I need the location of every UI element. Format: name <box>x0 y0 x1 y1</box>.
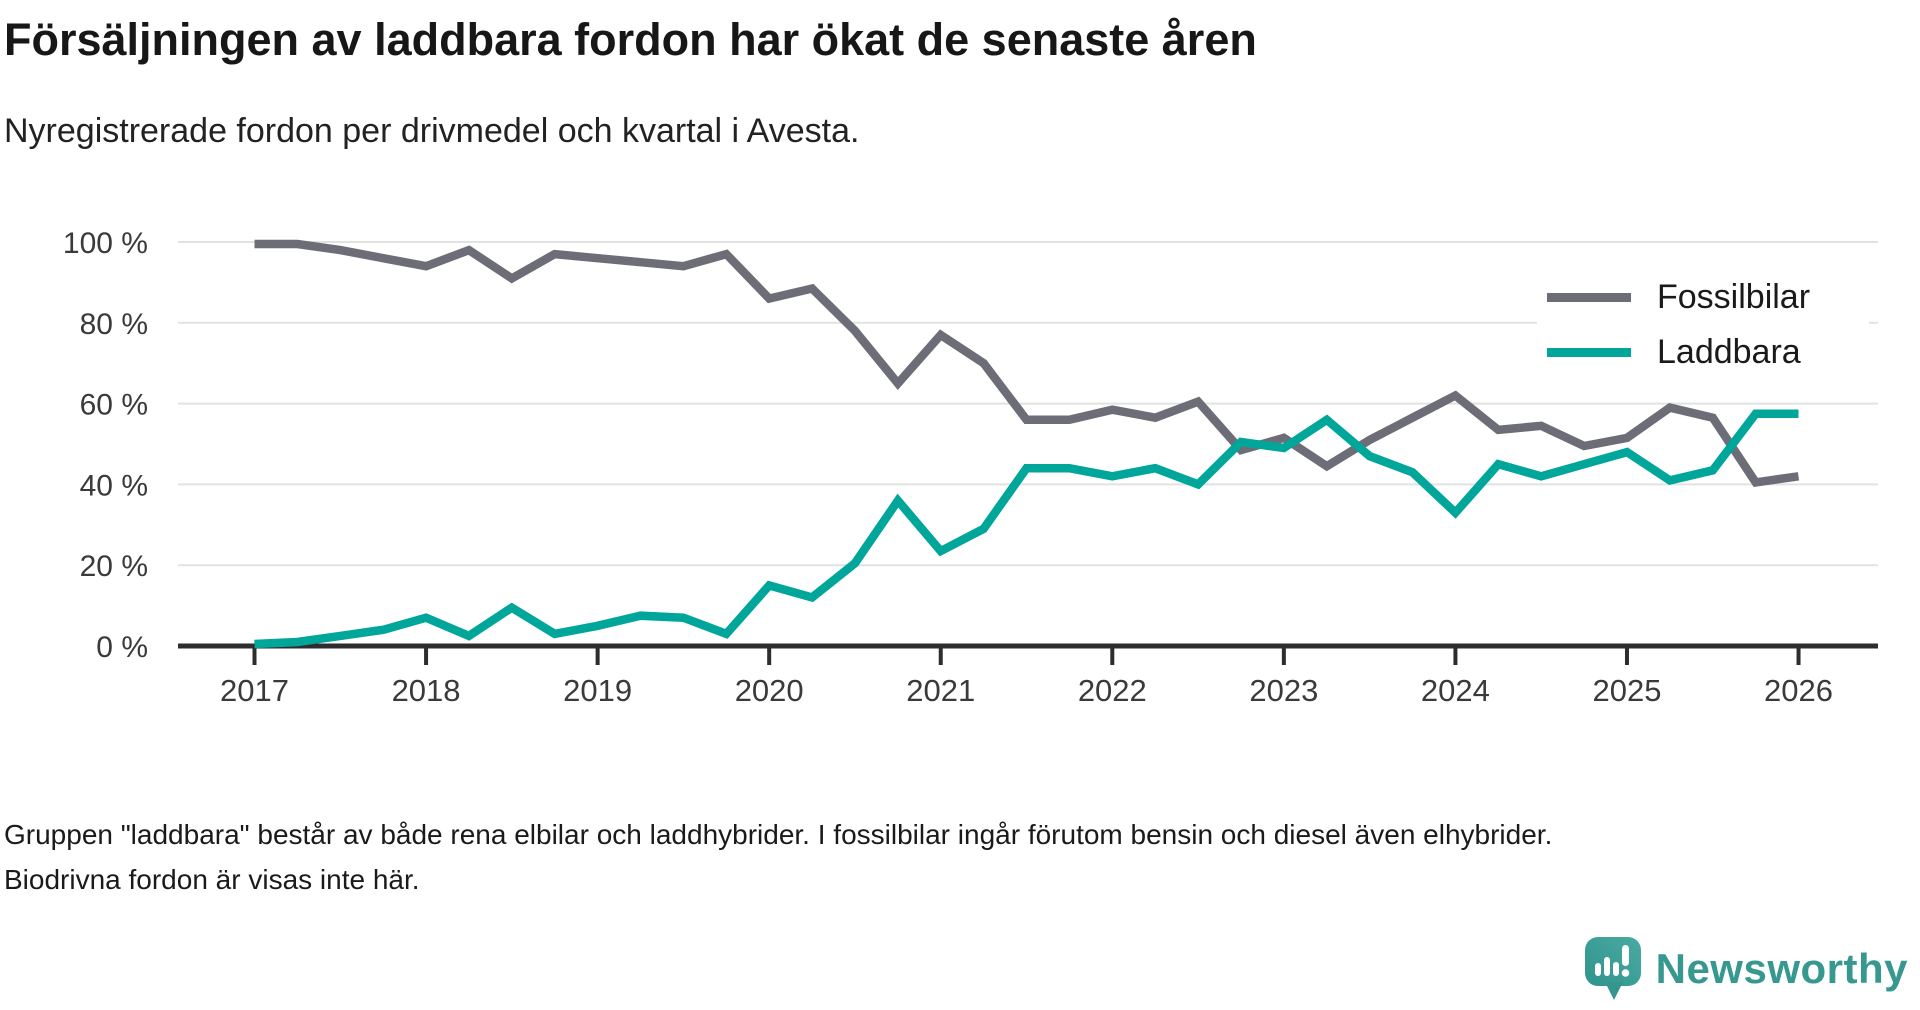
x-tick-label-2022: 2022 <box>1078 673 1147 708</box>
legend-item-fossilbilar: Fossilbilar <box>1547 270 1869 325</box>
x-tick-label-2026: 2026 <box>1764 673 1833 708</box>
footnote: Gruppen "laddbara" består av både rena e… <box>4 819 1553 895</box>
x-tick-label-2025: 2025 <box>1592 673 1661 708</box>
fossilbilar-line-swatch <box>1547 293 1631 302</box>
newsworthy-bubble-icon <box>1584 937 1641 1000</box>
y-tick-label-60: 60 % <box>80 389 148 422</box>
legend-label-fossilbilar: Fossilbilar <box>1657 278 1811 316</box>
series-line-laddbara <box>254 409 1799 649</box>
x-tick-label-2024: 2024 <box>1421 673 1490 708</box>
chart-subtitle: Nyregistrerade fordon per drivmedel och … <box>4 112 860 150</box>
y-tick-label-100: 100 % <box>63 227 148 260</box>
y-tick-label-40: 40 % <box>80 469 148 502</box>
x-tick-label-2020: 2020 <box>735 673 804 708</box>
y-tick-label-20: 20 % <box>80 550 148 583</box>
legend-label-laddbara: Laddbara <box>1657 333 1801 371</box>
page-title: Försäljningen av laddbara fordon har öka… <box>4 14 1257 65</box>
laddbara-line-swatch <box>1547 348 1631 357</box>
x-tick-label-2023: 2023 <box>1249 673 1318 708</box>
x-tick-label-2021: 2021 <box>906 673 975 708</box>
x-tick-label-2018: 2018 <box>392 673 461 708</box>
x-tick-label-2017: 2017 <box>220 673 289 708</box>
series-line-fossilbilar <box>254 239 1800 487</box>
newsworthy-wordmark: Newsworthy <box>1655 945 1908 992</box>
newsworthy-logo: Newsworthy <box>1584 936 1908 1002</box>
y-tick-label-0: 0 % <box>96 631 148 664</box>
legend-item-laddbara: Laddbara <box>1547 325 1869 380</box>
legend: Fossilbilar Laddbara <box>1537 266 1869 386</box>
y-tick-label-80: 80 % <box>80 308 148 341</box>
x-tick-label-2019: 2019 <box>563 673 632 708</box>
